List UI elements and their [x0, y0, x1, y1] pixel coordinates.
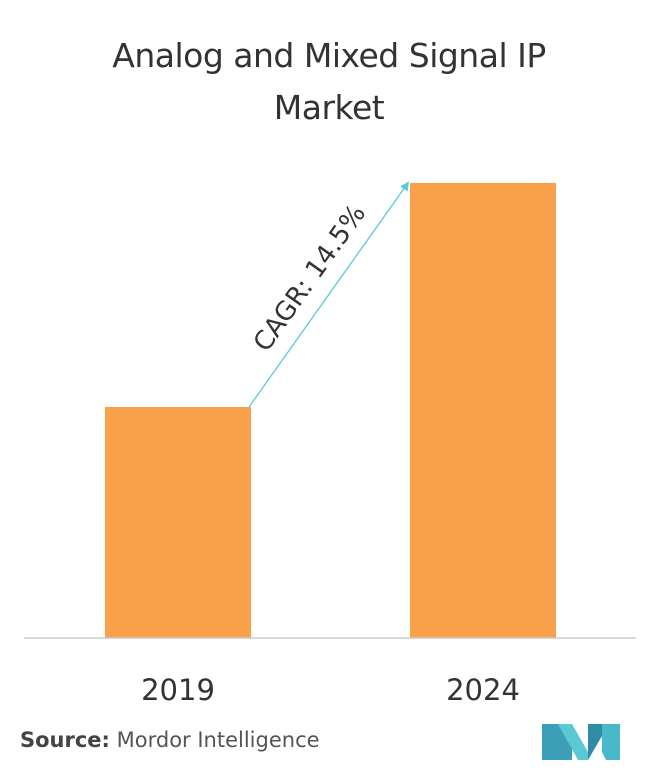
x-tick-label-2024: 2024	[446, 673, 520, 707]
mordor-intelligence-logo	[542, 724, 620, 760]
bars-group	[105, 182, 556, 638]
bar-2019	[105, 407, 251, 638]
title-line-1: Analog and Mixed Signal IP	[112, 36, 546, 75]
cagr-label: CAGR: 14.5%	[248, 199, 372, 357]
source-text: Mordor Intelligence	[116, 728, 320, 752]
title-line-2: Market	[273, 88, 385, 127]
x-tick-label-2019: 2019	[141, 673, 215, 707]
chart-title: Analog and Mixed Signal IP Market	[0, 30, 658, 134]
bar-chart: 2019 2024 CAGR: 14.5%	[24, 181, 636, 707]
source-label: Source:	[20, 728, 110, 752]
bar-2024	[410, 182, 556, 638]
x-tick-labels: 2019 2024	[141, 673, 520, 707]
source-note: Source: Mordor Intelligence	[20, 728, 320, 752]
cagr-arrow	[248, 181, 410, 408]
